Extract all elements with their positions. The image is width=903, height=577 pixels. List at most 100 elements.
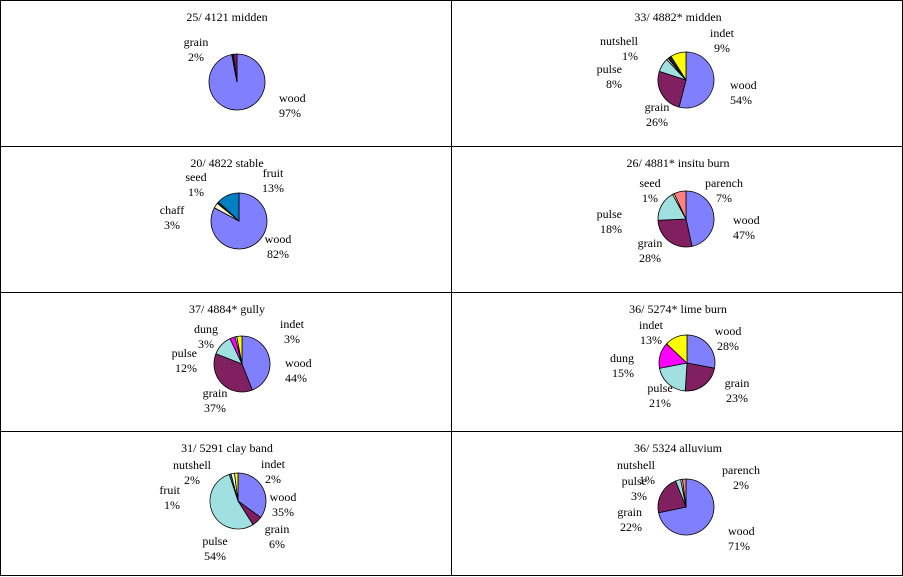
pie-slice-grain xyxy=(657,480,687,514)
slice-label: grain xyxy=(645,100,670,114)
slice-label: grain xyxy=(184,35,209,49)
slice-label: pulse xyxy=(172,346,197,360)
slice-label: parench xyxy=(722,463,760,477)
slice-label: nutshell xyxy=(173,458,212,472)
slice-label: pulse xyxy=(622,474,647,488)
slice-percent: 8% xyxy=(606,77,622,91)
chart-title: 33/ 4882* midden xyxy=(634,10,721,24)
slice-percent: 23% xyxy=(726,391,748,405)
pie-slice-wood xyxy=(678,51,715,109)
pie-slice-pulse xyxy=(209,473,254,530)
slice-label: wood xyxy=(270,490,297,504)
chart-panel: 36/ 5274* lime burn wood 28% grain 23% pulse 2… xyxy=(451,292,903,432)
slice-percent: 1% xyxy=(642,191,658,205)
slice-label: nutshell xyxy=(617,458,656,472)
slice-percent: 1% xyxy=(164,498,180,512)
slice-label: indet xyxy=(710,26,735,40)
slice-label: pulse xyxy=(597,207,622,221)
pie-slice-grain xyxy=(684,362,715,392)
slice-percent: 54% xyxy=(730,93,752,107)
chart-title: 25/ 4121 midden xyxy=(186,10,267,24)
slice-percent: 3% xyxy=(198,337,214,351)
slice-label: wood xyxy=(728,524,755,538)
slice-percent: 12% xyxy=(175,361,197,375)
slice-percent: 2% xyxy=(733,478,749,492)
slice-label: wood xyxy=(279,91,306,105)
slice-label: wood xyxy=(733,213,760,227)
slice-percent: 44% xyxy=(285,371,307,385)
chart-title: 36/ 5274* lime burn xyxy=(629,302,727,316)
slice-label: pulse xyxy=(597,62,622,76)
pie-slice-indet xyxy=(670,51,687,82)
pie-slice-wood xyxy=(686,334,716,369)
slice-percent: 22% xyxy=(620,520,642,534)
slice-percent: 35% xyxy=(272,505,294,519)
pie-slice-grain xyxy=(657,70,687,108)
chart-panel: 33/ 4882* midden wood 54% grain 26% pulse 8% nu… xyxy=(451,0,903,147)
chart-title: 37/ 4884* gully xyxy=(189,302,265,316)
chart-title: 26/ 4881* insitu burn xyxy=(626,156,729,170)
pie-slice-pulse xyxy=(659,362,688,392)
slice-percent: 21% xyxy=(649,396,671,410)
slice-label: fruit xyxy=(263,166,284,180)
slice-percent: 3% xyxy=(164,218,180,232)
pie-slice-wood xyxy=(241,335,271,391)
slice-percent: 7% xyxy=(716,191,732,205)
slice-label: pulse xyxy=(202,534,227,548)
pie-slice-indet xyxy=(236,335,243,365)
chart-title: 36/ 5324 alluvium xyxy=(634,441,723,455)
slice-percent: 28% xyxy=(717,339,739,353)
slice-label: indet xyxy=(261,457,286,471)
chart-title: 31/ 5291 clay band xyxy=(181,441,273,455)
pie-slice-grain xyxy=(233,53,238,83)
slice-percent: 6% xyxy=(269,537,285,551)
chart-panel: 31/ 5291 clay band wood 35% grain 6% pulse 54%… xyxy=(0,431,452,576)
slice-label: parench xyxy=(705,176,743,190)
slice-label: wood xyxy=(730,78,757,92)
slice-label: wood xyxy=(265,232,292,246)
slice-percent: 28% xyxy=(639,251,661,265)
slice-percent: 47% xyxy=(733,228,755,242)
slice-percent: 18% xyxy=(600,222,622,236)
slice-label: grain xyxy=(725,376,750,390)
slice-label: indet xyxy=(639,318,664,332)
slice-label: nutshell xyxy=(600,34,639,48)
slice-percent: 3% xyxy=(284,332,300,346)
pie-slice-wood xyxy=(210,192,268,250)
pie-slice-grain xyxy=(213,353,253,393)
slice-percent: 54% xyxy=(204,549,226,563)
chart-panel: 36/ 5324 alluvium wood 71% grain 22% pulse 3% n… xyxy=(451,431,903,576)
pie-slice-fruit xyxy=(217,192,240,222)
slice-percent: 3% xyxy=(631,489,647,503)
pie-slice-wood xyxy=(685,190,715,247)
slice-label: seed xyxy=(185,170,206,184)
slice-percent: 9% xyxy=(714,41,730,55)
slice-percent: 15% xyxy=(612,366,634,380)
slice-percent: 2% xyxy=(184,473,200,487)
slice-percent: 13% xyxy=(640,333,662,347)
slice-label: chaff xyxy=(160,203,184,217)
slice-percent: 97% xyxy=(279,106,301,120)
slice-label: wood xyxy=(715,324,742,338)
slice-label: wood xyxy=(285,356,312,370)
slice-label: grain xyxy=(265,522,290,536)
slice-percent: 26% xyxy=(646,115,668,129)
pie-slice-indet xyxy=(666,334,688,364)
slice-label: indet xyxy=(280,317,305,331)
chart-title: 20/ 4822 stable xyxy=(190,156,263,170)
chart-panel: 26/ 4881* insitu burn wood 47% grain 28% puls… xyxy=(451,146,903,293)
slice-label: fruit xyxy=(159,483,180,497)
slice-percent: 71% xyxy=(728,539,750,553)
pie-slice-wood xyxy=(237,472,267,519)
slice-percent: 1% xyxy=(639,473,655,487)
pie-slice-parench xyxy=(673,190,687,220)
pie-slice-indet xyxy=(234,472,239,502)
